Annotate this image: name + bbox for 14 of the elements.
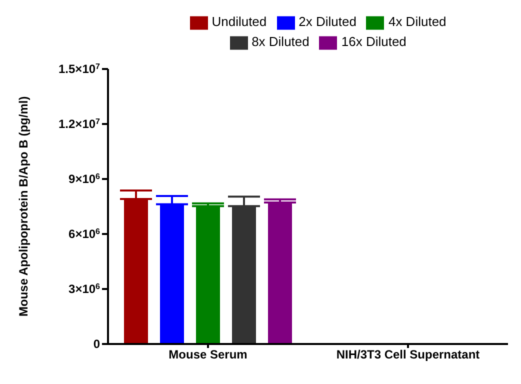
y-tick-label: 1.2×10$^{7}$ [58,116,101,131]
y-axis-title: Mouse Apolipoprotein B/Apo B (pg/ml) [16,96,30,316]
x-tick-label: NIH/3T3 Cell Supernatant [336,348,480,362]
legend-label: 4x Diluted [388,14,446,29]
legend-label: 2x Diluted [298,14,356,29]
legend-label: 16x Diluted [341,34,406,49]
legend-label: 8x Diluted [252,34,310,49]
y-tick-label: 3×10$^{6}$ [68,282,101,296]
y-tick-label: 1.5×10$^{7}$ [58,62,101,76]
y-tick-label: 6×10$^{6}$ [68,226,101,241]
legend-label: Undiluted [212,14,267,29]
x-tick-label: Mouse Serum [168,348,248,362]
y-tick-label: 9×10$^{6}$ [68,172,101,186]
y-tick-label: 0 [93,337,100,351]
